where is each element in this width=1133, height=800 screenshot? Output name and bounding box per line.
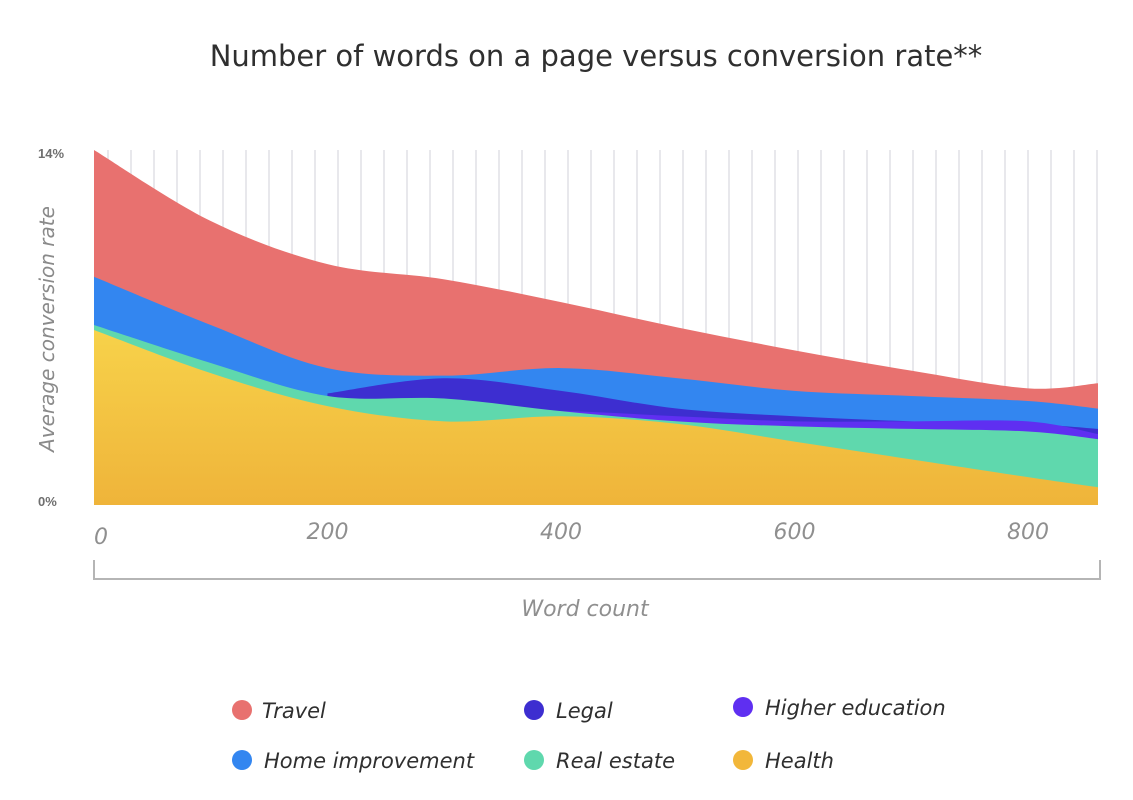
- legend-label-legal: Legal: [556, 699, 613, 723]
- x-tick-800: 800: [1007, 520, 1049, 545]
- legend-label-home-improvement: Home improvement: [264, 749, 475, 773]
- legend-item-travel: Travel: [232, 699, 326, 723]
- legend-item-home-improvement: Home improvement: [232, 749, 475, 773]
- x-tick-600: 600: [773, 520, 815, 545]
- legend-item-higher-education: Higher education: [733, 696, 946, 720]
- y-tick-bottom: 0%: [38, 494, 57, 509]
- x-tick-200: 200: [306, 520, 348, 545]
- area-health: [94, 330, 1098, 505]
- legend-dot-health-icon: [733, 750, 753, 770]
- chart-title: Number of words on a page versus convers…: [210, 39, 983, 73]
- x-tick-400: 400: [540, 520, 582, 545]
- legend-dot-real-estate-icon: [524, 750, 544, 770]
- legend-dot-travel-icon: [232, 700, 252, 720]
- legend-dot-home-improvement-icon: [232, 750, 252, 770]
- x-tick-0: 0: [94, 525, 108, 550]
- y-tick-top: 14%: [38, 146, 64, 161]
- x-axis-label: Word count: [521, 597, 650, 622]
- y-axis-label: Average conversion rate: [35, 206, 59, 454]
- x-axis-ticks: 0 200 400 600 800: [94, 520, 1049, 550]
- legend-label-health: Health: [765, 749, 834, 773]
- legend-dot-legal-icon: [524, 700, 544, 720]
- legend-label-higher-education: Higher education: [765, 696, 946, 720]
- legend-item-health: Health: [733, 749, 834, 773]
- series-areas: [94, 150, 1098, 505]
- legend: Travel Legal Higher education Home impro…: [232, 696, 946, 773]
- legend-label-real-estate: Real estate: [556, 749, 675, 773]
- legend-item-real-estate: Real estate: [524, 749, 675, 773]
- legend-dot-higher-education-icon: [733, 697, 753, 717]
- legend-label-travel: Travel: [262, 699, 326, 723]
- legend-item-legal: Legal: [524, 699, 613, 723]
- x-axis-bracket: [93, 560, 1101, 580]
